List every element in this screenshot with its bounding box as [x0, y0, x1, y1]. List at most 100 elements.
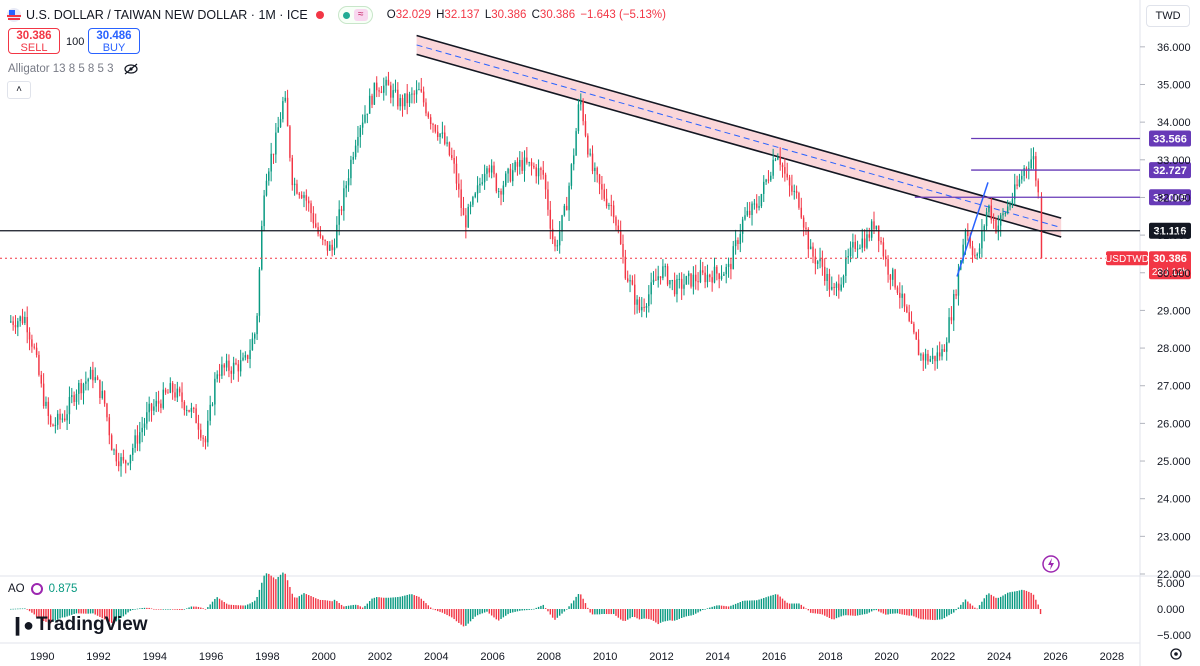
- candle-body: [387, 79, 390, 86]
- ao-bar: [568, 606, 570, 609]
- countdown-label: 28d 12h: [1152, 267, 1188, 278]
- candle-body: [772, 159, 774, 176]
- ao-bar: [992, 596, 995, 609]
- ao-bar: [75, 609, 78, 614]
- candle-body: [357, 137, 359, 146]
- ao-bar: [960, 604, 962, 609]
- candle-body: [263, 195, 265, 227]
- ao-legend[interactable]: AO 0.875: [8, 583, 77, 595]
- candle-body: [777, 156, 779, 160]
- candle-body: [1006, 206, 1009, 213]
- indicator-legend[interactable]: Alligator 13 8 5 8 5 3: [8, 63, 139, 75]
- ao-bar: [451, 609, 453, 618]
- ao-bar: [680, 609, 683, 618]
- candle-body: [636, 299, 638, 305]
- symbol-title[interactable]: U.S. DOLLAR / TAIWAN NEW DOLLAR · 1M · I…: [26, 8, 308, 22]
- candle-body: [615, 217, 617, 226]
- candle-body: [971, 246, 974, 256]
- candle-body: [1014, 184, 1016, 200]
- ao-bar: [420, 598, 422, 609]
- sell-button[interactable]: 30.386 SELL: [8, 28, 60, 54]
- candle-body: [638, 299, 641, 311]
- candle-body: [838, 283, 840, 291]
- ao-bar: [488, 609, 491, 614]
- eye-hidden-icon[interactable]: [123, 63, 139, 75]
- ao-bar: [1032, 594, 1035, 609]
- candle-body: [232, 362, 235, 374]
- candle-body: [544, 174, 547, 190]
- candle-body: [612, 205, 615, 218]
- candle-body: [392, 90, 394, 98]
- ao-settings-icon[interactable]: [30, 583, 43, 595]
- candle-body: [71, 395, 73, 397]
- candle-body: [812, 246, 814, 257]
- ao-bar: [183, 609, 186, 610]
- buy-button[interactable]: 30.486 BUY: [88, 28, 140, 54]
- x-tick-label: 1992: [86, 651, 110, 663]
- candle-body: [983, 226, 985, 231]
- ao-bar: [741, 600, 744, 609]
- y-tick-label: 32.000: [1157, 192, 1191, 204]
- candle-body: [120, 456, 122, 467]
- ao-bar: [1028, 591, 1030, 609]
- ao-bar: [71, 609, 73, 615]
- ao-bar: [122, 609, 125, 617]
- candle-body: [859, 247, 861, 249]
- candle-body: [153, 406, 155, 411]
- ao-bar: [877, 609, 880, 612]
- candle-body: [877, 225, 880, 242]
- candle-body: [315, 223, 317, 228]
- ao-bar: [950, 609, 953, 614]
- candle-body: [927, 353, 929, 362]
- ao-bar: [376, 597, 378, 609]
- data-status-pill[interactable]: ≈: [337, 6, 373, 24]
- ao-bar: [125, 609, 127, 615]
- ao-bar: [380, 597, 383, 609]
- ao-bar: [835, 609, 838, 619]
- candle-body: [122, 456, 125, 461]
- ao-bar: [526, 609, 528, 611]
- chevron-up-icon[interactable]: ˄: [7, 81, 31, 99]
- ao-bar: [115, 609, 118, 622]
- ao-bar: [885, 609, 887, 615]
- order-quantity[interactable]: 100: [66, 36, 85, 48]
- candle-body: [634, 284, 636, 305]
- lightning-icon[interactable]: [1042, 555, 1060, 573]
- ao-bar: [659, 609, 662, 623]
- ao-bar: [866, 609, 868, 614]
- ao-bar: [460, 609, 462, 625]
- currency-selector[interactable]: TWD: [1146, 5, 1190, 27]
- candle-body: [992, 219, 995, 221]
- x-tick-label: 2012: [649, 651, 673, 663]
- ao-bar: [732, 604, 734, 609]
- ao-bar: [587, 607, 589, 609]
- ao-tick-label: 0.000: [1157, 604, 1185, 616]
- candle-body: [624, 256, 627, 279]
- ao-bar: [999, 596, 1002, 609]
- ao-bar: [868, 609, 871, 613]
- trend-channel: [416, 34, 1062, 238]
- ao-bar: [354, 604, 357, 609]
- candle-body: [512, 170, 514, 182]
- ao-bar: [78, 609, 80, 614]
- ao-bar: [561, 609, 563, 614]
- channel-mid-line: [416, 44, 1062, 229]
- settings-gear-icon[interactable]: [1170, 648, 1182, 660]
- candle-body: [228, 360, 230, 371]
- candle-body: [673, 280, 676, 295]
- ao-bar: [326, 600, 329, 609]
- level-label: 32.005: [1153, 192, 1187, 204]
- tradingview-logo: ❙● TradingView: [10, 614, 148, 636]
- ao-bar: [211, 601, 214, 609]
- ao-bar: [631, 609, 634, 618]
- ao-bar: [493, 609, 495, 618]
- candle-body: [730, 263, 732, 270]
- ao-bar: [812, 609, 814, 614]
- ao-bar: [261, 582, 263, 609]
- candle-body: [61, 418, 64, 420]
- x-tick-label: 2014: [706, 651, 730, 663]
- ao-tick-label: −5.000: [1157, 630, 1191, 642]
- ao-bar: [383, 597, 385, 609]
- ao-bar: [368, 601, 371, 609]
